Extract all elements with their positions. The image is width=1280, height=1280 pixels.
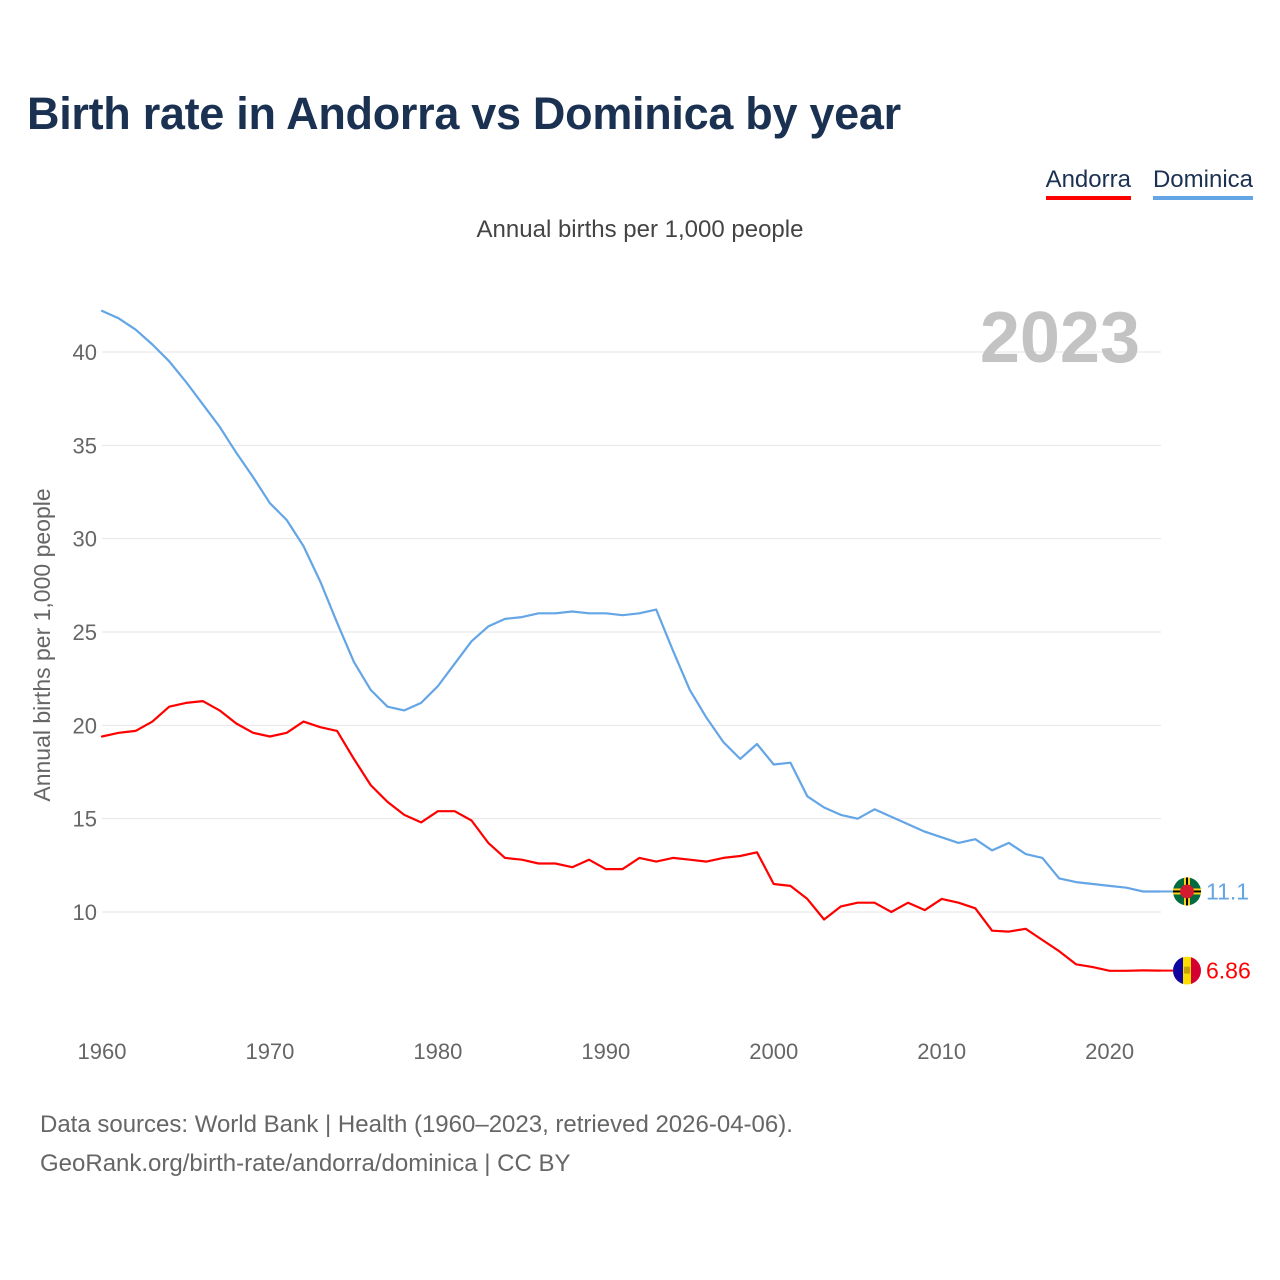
andorra-end-value: 6.86 [1206, 958, 1251, 984]
y-axis-label: Annual births per 1,000 people [29, 488, 55, 801]
y-tick-label: 35 [73, 433, 97, 458]
andorra-line [100, 699, 1162, 972]
x-tick-label: 1990 [581, 1039, 630, 1064]
chart-subtitle: Annual births per 1,000 people [476, 216, 804, 243]
y-tick-label: 20 [73, 713, 97, 738]
y-axis-ticks: 10 15 20 25 30 35 40 [73, 340, 97, 925]
x-tick-label: 1960 [78, 1039, 127, 1064]
x-axis-ticks: 1960 1970 1980 1990 2000 2010 2020 [78, 1039, 1135, 1064]
andorra-flag-icon [1173, 956, 1201, 985]
x-tick-label: 2020 [1085, 1039, 1134, 1064]
y-tick-label: 25 [73, 620, 97, 645]
series-lines [100, 309, 1162, 972]
legend-item-dominica[interactable]: Dominica [1152, 166, 1253, 200]
dominica-line [100, 309, 1162, 893]
y-tick-label: 30 [73, 527, 97, 552]
footer-attribution[interactable]: GeoRank.org/birth-rate/andorra/dominica … [40, 1150, 571, 1177]
end-markers: 11.1 6.86 [1160, 877, 1251, 985]
y-tick-label: 40 [73, 340, 97, 365]
y-tick-label: 15 [73, 807, 97, 832]
legend: Andorra Dominica [1045, 166, 1253, 200]
x-tick-label: 2000 [749, 1039, 798, 1064]
legend-item-andorra[interactable]: Andorra [1045, 166, 1131, 200]
dominica-flag-icon [1173, 877, 1201, 906]
chart-title: Birth rate in Andorra vs Dominica by yea… [27, 88, 901, 139]
y-tick-label: 10 [73, 900, 97, 925]
footer: Data sources: World Bank | Health (1960–… [40, 1105, 793, 1183]
x-tick-label: 1970 [245, 1039, 294, 1064]
year-watermark: 2023 [980, 298, 1140, 378]
dominica-end-value: 11.1 [1206, 878, 1249, 904]
footer-sources: Data sources: World Bank | Health (1960–… [40, 1111, 793, 1138]
grid-lines [102, 351, 1161, 913]
x-tick-label: 1980 [413, 1039, 462, 1064]
x-tick-label: 2010 [917, 1039, 966, 1064]
